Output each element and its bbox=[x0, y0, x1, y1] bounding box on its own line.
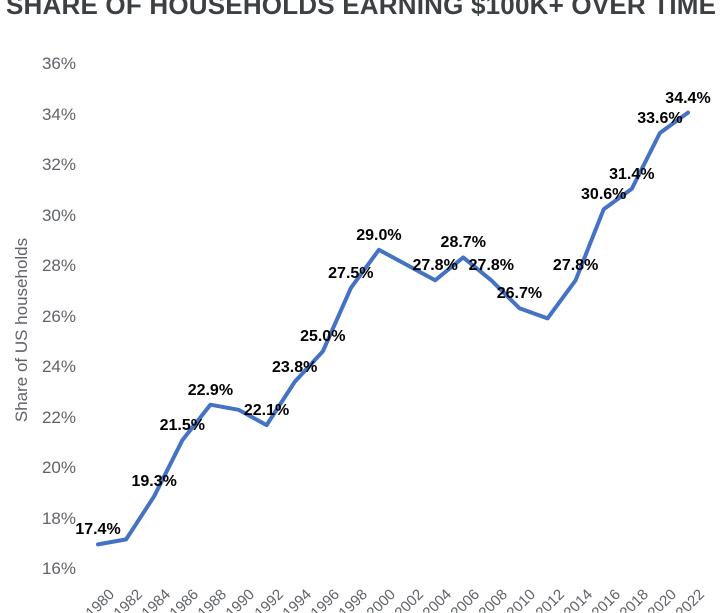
data-point-label: 25.0% bbox=[300, 328, 346, 346]
data-point-label: 27.8% bbox=[412, 257, 458, 275]
y-tick-label: 28% bbox=[41, 256, 76, 275]
data-point-label: 34.4% bbox=[665, 89, 711, 107]
chart-title: SHARE OF HOUSEHOLDS EARNING $100K+ OVER … bbox=[6, 0, 717, 20]
data-point-label: 27.8% bbox=[468, 257, 515, 275]
data-point-label: 29.0% bbox=[356, 226, 402, 244]
data-series-line bbox=[96, 110, 690, 547]
y-tick-label: 18% bbox=[41, 508, 76, 528]
y-tick-label: 36% bbox=[41, 54, 76, 73]
data-point-label: 30.6% bbox=[581, 186, 627, 204]
y-tick-label: 32% bbox=[41, 155, 76, 174]
y-tick-label: 20% bbox=[41, 458, 76, 477]
y-tick-label: 22% bbox=[41, 407, 76, 427]
data-point-label: 33.6% bbox=[637, 109, 683, 127]
y-tick-label: 16% bbox=[41, 559, 76, 578]
y-tick-label: 30% bbox=[41, 205, 76, 225]
data-point-label: 26.7% bbox=[496, 285, 543, 303]
data-point-label: 22.1% bbox=[243, 402, 290, 420]
y-tick-label: 34% bbox=[41, 104, 76, 124]
data-point-label: 31.4% bbox=[609, 165, 655, 183]
data-point-label: 27.5% bbox=[328, 264, 374, 282]
data-point-label: 22.9% bbox=[187, 381, 234, 399]
data-point-label: 17.4% bbox=[75, 521, 121, 539]
data-point-label: 23.8% bbox=[271, 358, 318, 376]
y-tick-label: 26% bbox=[41, 306, 76, 326]
data-point-label: 28.7% bbox=[440, 234, 486, 252]
data-point-label: 21.5% bbox=[159, 417, 205, 435]
data-point-label: 27.8% bbox=[552, 257, 599, 275]
y-tick-label: 24% bbox=[41, 357, 76, 376]
data-point-label: 19.3% bbox=[131, 473, 177, 491]
